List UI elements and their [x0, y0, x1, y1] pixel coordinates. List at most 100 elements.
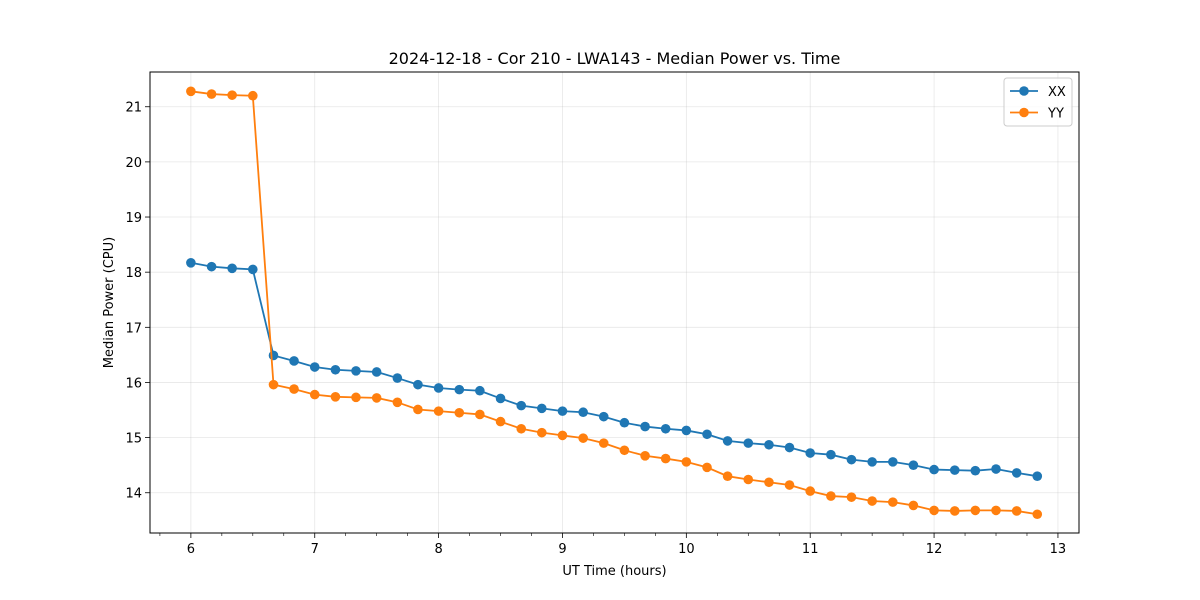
- data-point-yy: [371, 393, 382, 403]
- data-point-xx: [1032, 471, 1043, 482]
- data-point-yy: [433, 406, 444, 416]
- data-point-yy: [186, 86, 196, 97]
- data-point-yy: [681, 457, 692, 467]
- data-point-yy: [743, 474, 754, 485]
- plot-series: [186, 86, 1043, 520]
- data-point-yy: [495, 416, 506, 427]
- data-point-xx: [227, 263, 237, 274]
- legend-marker-xx: [1019, 86, 1029, 96]
- data-point-yy: [330, 391, 341, 402]
- data-point-xx: [351, 366, 361, 376]
- data-point-xx: [186, 257, 196, 268]
- data-point-xx: [557, 406, 568, 416]
- y-tick-label: 21: [125, 101, 142, 116]
- data-point-yy: [660, 453, 671, 464]
- legend-label-yy: YY: [1047, 107, 1064, 122]
- y-tick-label: 17: [125, 321, 142, 336]
- data-point-xx: [392, 373, 403, 383]
- data-point-xx: [330, 364, 341, 375]
- legend-entry-yy: YY: [1010, 107, 1064, 122]
- x-tick-label: 8: [434, 542, 442, 557]
- data-point-xx: [206, 261, 217, 272]
- y-tick-label: 20: [125, 156, 142, 171]
- data-point-xx: [578, 407, 588, 418]
- x-tick-label: 12: [926, 542, 943, 557]
- x-tick-label: 11: [802, 542, 819, 557]
- y-tick-label: 16: [125, 376, 142, 391]
- data-point-xx: [826, 449, 836, 460]
- data-point-xx: [371, 367, 382, 377]
- data-point-yy: [454, 407, 465, 418]
- data-point-yy: [268, 379, 279, 390]
- data-point-xx: [433, 383, 444, 393]
- data-point-xx: [743, 438, 754, 448]
- data-point-xx: [970, 465, 981, 476]
- x-tick-label: 6: [187, 542, 195, 557]
- data-point-yy: [908, 500, 919, 511]
- data-point-yy: [826, 491, 836, 501]
- data-point-yy: [598, 438, 609, 448]
- data-point-yy: [702, 462, 712, 473]
- data-point-yy: [722, 471, 733, 482]
- data-point-yy: [640, 450, 650, 461]
- data-point-xx: [949, 465, 960, 475]
- y-tick-label: 18: [125, 266, 142, 281]
- data-point-yy: [557, 430, 568, 441]
- data-point-xx: [640, 421, 650, 432]
- data-point-xx: [598, 411, 609, 422]
- data-point-xx: [929, 464, 939, 475]
- data-point-yy: [536, 427, 547, 438]
- data-point-yy: [619, 445, 630, 456]
- x-axis-label: UT Time (hours): [562, 564, 666, 579]
- data-point-xx: [702, 429, 712, 440]
- data-point-xx: [888, 457, 898, 467]
- data-point-yy: [1011, 506, 1022, 516]
- data-point-xx: [867, 457, 877, 467]
- data-point-yy: [888, 497, 898, 507]
- data-point-xx: [805, 448, 816, 458]
- data-point-xx: [722, 436, 733, 446]
- data-point-yy: [227, 90, 237, 100]
- legend-marker-yy: [1019, 107, 1029, 118]
- data-point-yy: [970, 505, 981, 516]
- data-point-yy: [929, 505, 939, 516]
- data-point-xx: [413, 379, 423, 390]
- data-point-yy: [805, 486, 816, 496]
- chart-title: 2024-12-18 - Cor 210 - LWA143 - Median P…: [389, 49, 841, 68]
- data-point-xx: [268, 350, 279, 361]
- grid-lines: [150, 72, 1079, 533]
- data-point-xx: [495, 393, 506, 404]
- y-tick-label: 14: [125, 487, 142, 502]
- data-point-xx: [846, 454, 857, 465]
- x-tick-label: 10: [678, 542, 695, 557]
- data-point-yy: [248, 90, 258, 101]
- x-tick-label: 7: [311, 542, 319, 557]
- data-point-xx: [475, 385, 485, 396]
- x-tick-label: 13: [1050, 542, 1067, 557]
- data-point-xx: [454, 384, 465, 395]
- data-point-yy: [309, 389, 320, 400]
- x-axis: 6 7 8 9 10 11 12 13: [159, 533, 1067, 557]
- data-point-xx: [784, 442, 795, 453]
- legend-label-xx: XX: [1048, 85, 1066, 100]
- data-point-xx: [516, 400, 527, 411]
- y-tick-label: 19: [125, 211, 142, 226]
- data-point-xx: [1011, 468, 1022, 478]
- data-point-yy: [846, 492, 857, 502]
- data-point-yy: [206, 89, 217, 99]
- data-point-yy: [289, 384, 299, 394]
- plot-area-frame: [149, 71, 1080, 534]
- data-point-xx: [681, 425, 692, 436]
- data-point-xx: [908, 460, 919, 470]
- data-point-yy: [1032, 509, 1043, 520]
- data-point-yy: [516, 423, 527, 434]
- data-point-yy: [991, 505, 1001, 516]
- data-point-yy: [413, 404, 423, 415]
- data-point-xx: [309, 362, 320, 372]
- y-axis: 14 15 16 17 18 19 20 21: [125, 101, 150, 502]
- data-point-yy: [867, 496, 877, 506]
- data-point-xx: [764, 439, 774, 450]
- x-tick-label: 9: [558, 542, 566, 557]
